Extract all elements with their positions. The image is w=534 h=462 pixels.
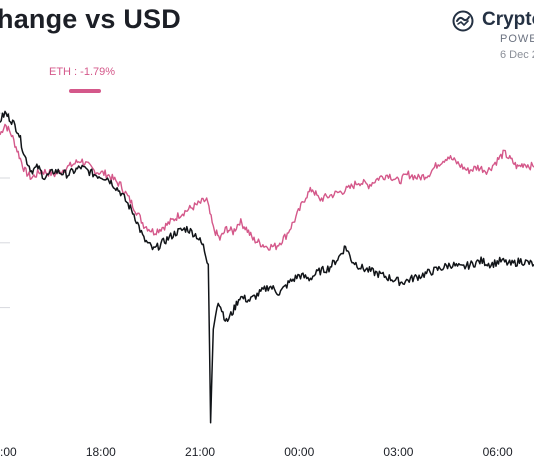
cryptocompare-logo-icon [452,10,474,32]
x-tick-label: 21:00 [185,445,215,459]
legend-eth-label: ETH : -1.79% [49,66,116,78]
chart-date: 6 Dec 2 [500,49,534,61]
series-line-eth [0,123,534,251]
x-tick-label: 06:00 [483,445,513,459]
x-tick-label: 18:00 [86,445,116,459]
brand-name: Crypto [482,9,534,30]
series-lines [0,110,534,424]
grid [0,112,10,309]
x-tick-label: 00:00 [284,445,314,459]
x-tick-label: 15:00 [0,445,17,459]
x-axis-ticks: 15:00 18:00 21:00 00:00 03:00 06:00 [0,445,513,459]
legend-eth-swatch [69,89,101,93]
chart-title: hange vs USD [0,4,181,34]
brand-powered-by: POWE [500,33,534,45]
x-tick-label: 03:00 [383,445,413,459]
series-line-btc [0,110,534,424]
